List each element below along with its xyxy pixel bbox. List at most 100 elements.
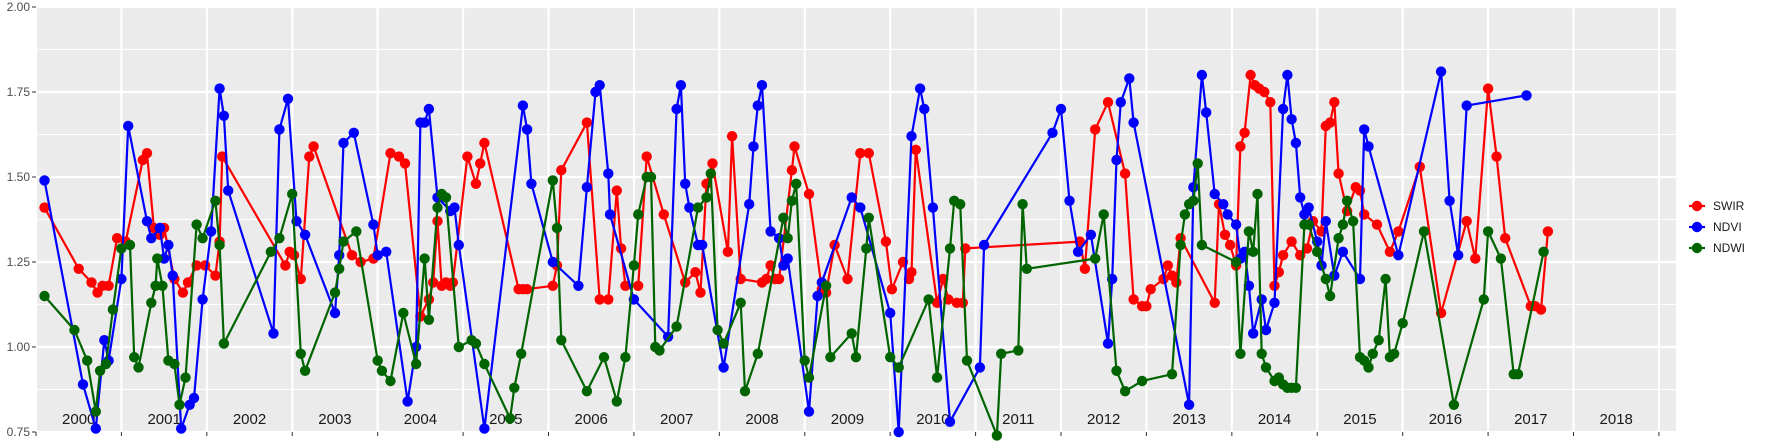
- swir-point: [103, 280, 114, 291]
- ndvi-point: [141, 216, 153, 227]
- year-label: 2009: [831, 411, 864, 428]
- ndvi-point: [329, 307, 341, 319]
- ndvi-point: [1256, 294, 1267, 305]
- swir-point: [1393, 226, 1404, 237]
- ndwi-point: [645, 171, 657, 183]
- ndwi-point: [718, 338, 729, 349]
- ndvi-point: [1085, 229, 1097, 240]
- ndvi-point: [146, 233, 157, 244]
- ndvi-point: [885, 307, 896, 319]
- ndvi-point: [1047, 127, 1058, 138]
- ndwi-point: [654, 345, 665, 356]
- ndwi-point: [1512, 369, 1524, 380]
- ndwi-point: [129, 352, 140, 363]
- year-label: 2017: [1514, 411, 1547, 428]
- ndvi-point: [1201, 107, 1212, 118]
- ndvi-point: [744, 199, 755, 210]
- year-label: 2008: [745, 411, 778, 428]
- swir-point: [1329, 97, 1340, 108]
- ndwi-point: [598, 352, 610, 363]
- ndvi-point: [573, 280, 584, 291]
- ndwi-point: [786, 195, 798, 206]
- year-label: 2015: [1343, 411, 1376, 428]
- ndwi-point: [516, 348, 527, 359]
- ndwi-point: [265, 246, 277, 257]
- swir-point: [1371, 219, 1383, 230]
- ndvi-point: [274, 124, 285, 135]
- swir-point: [1333, 168, 1344, 179]
- swir-point: [863, 148, 874, 159]
- ndvi-point: [603, 168, 614, 179]
- swir-point: [880, 236, 892, 247]
- ndvi-point: [381, 246, 392, 257]
- ndwi-point: [692, 202, 704, 213]
- ndwi-point: [1363, 362, 1374, 373]
- ndwi-point: [961, 355, 973, 366]
- ndwi-point: [398, 307, 409, 319]
- ndwi-point: [334, 263, 345, 274]
- ndwi-point: [1196, 239, 1208, 251]
- year-label: 2014: [1258, 411, 1291, 428]
- ndvi-point: [1282, 69, 1293, 81]
- ndwi-point: [1192, 158, 1203, 169]
- ndvi-point: [846, 192, 857, 203]
- swir-point: [620, 280, 631, 291]
- ndwi-point: [133, 362, 144, 373]
- swir-point: [1102, 97, 1114, 108]
- ndwi-point: [752, 348, 763, 359]
- swir-point: [1491, 151, 1502, 162]
- ndwi-point: [94, 365, 106, 376]
- ndvi-point: [1260, 324, 1272, 336]
- ndvi-point: [116, 273, 127, 285]
- swir-point: [308, 141, 319, 152]
- swir-point: [304, 151, 315, 162]
- ndwi-point: [385, 375, 396, 387]
- ndwi-point: [1341, 195, 1353, 206]
- ndwi-point: [124, 239, 136, 251]
- ndvi-point: [1303, 202, 1314, 213]
- ndwi-point: [820, 280, 832, 291]
- series-ndvi: [39, 66, 1532, 438]
- swir-point: [789, 141, 800, 152]
- swir-point: [475, 158, 486, 169]
- ndvi-point: [697, 239, 708, 251]
- ndvi-point: [1128, 117, 1139, 128]
- ndwi-point: [69, 324, 80, 336]
- swir-point: [423, 294, 435, 305]
- swir-point: [1224, 239, 1236, 251]
- swir-point: [1259, 86, 1270, 98]
- ndwi-point: [116, 243, 127, 254]
- ndwi-point: [611, 396, 622, 407]
- ndvi-point: [680, 178, 691, 189]
- swir-point: [295, 273, 306, 285]
- ndvi-point: [974, 362, 986, 373]
- swir-point: [1245, 69, 1256, 81]
- ndwi-point: [351, 226, 362, 237]
- ndvi-point: [99, 335, 110, 346]
- ndwi-point: [944, 243, 956, 254]
- ndwi-point: [1098, 209, 1109, 220]
- ndwi-point: [803, 372, 815, 383]
- ndwi-point: [423, 314, 435, 325]
- legend: SWIR NDVI NDWI: [1689, 199, 1745, 255]
- ndvi-point: [604, 209, 616, 220]
- ndwi-point: [440, 192, 452, 203]
- ndwi-point: [778, 212, 789, 223]
- swir-point: [1162, 260, 1174, 271]
- ndwi-point: [191, 219, 202, 230]
- swir-point: [1119, 168, 1131, 179]
- year-label: 2006: [575, 411, 608, 428]
- swir-point: [547, 280, 558, 291]
- year-label: 2001: [147, 411, 180, 428]
- year-label: 2018: [1600, 411, 1633, 428]
- swir-point: [182, 277, 194, 288]
- ndwi-point: [274, 233, 285, 244]
- swir-point: [910, 144, 921, 155]
- swir-point: [695, 287, 706, 298]
- year-label: 2007: [660, 411, 693, 428]
- y-axis: 0.75 1.00 1.25 1.50 1.75 2.00: [7, 0, 36, 439]
- ndwi-point: [923, 294, 934, 305]
- y-tick-label: 1.00: [7, 340, 31, 354]
- swir-point: [1535, 304, 1547, 315]
- ndwi-point: [1248, 246, 1259, 257]
